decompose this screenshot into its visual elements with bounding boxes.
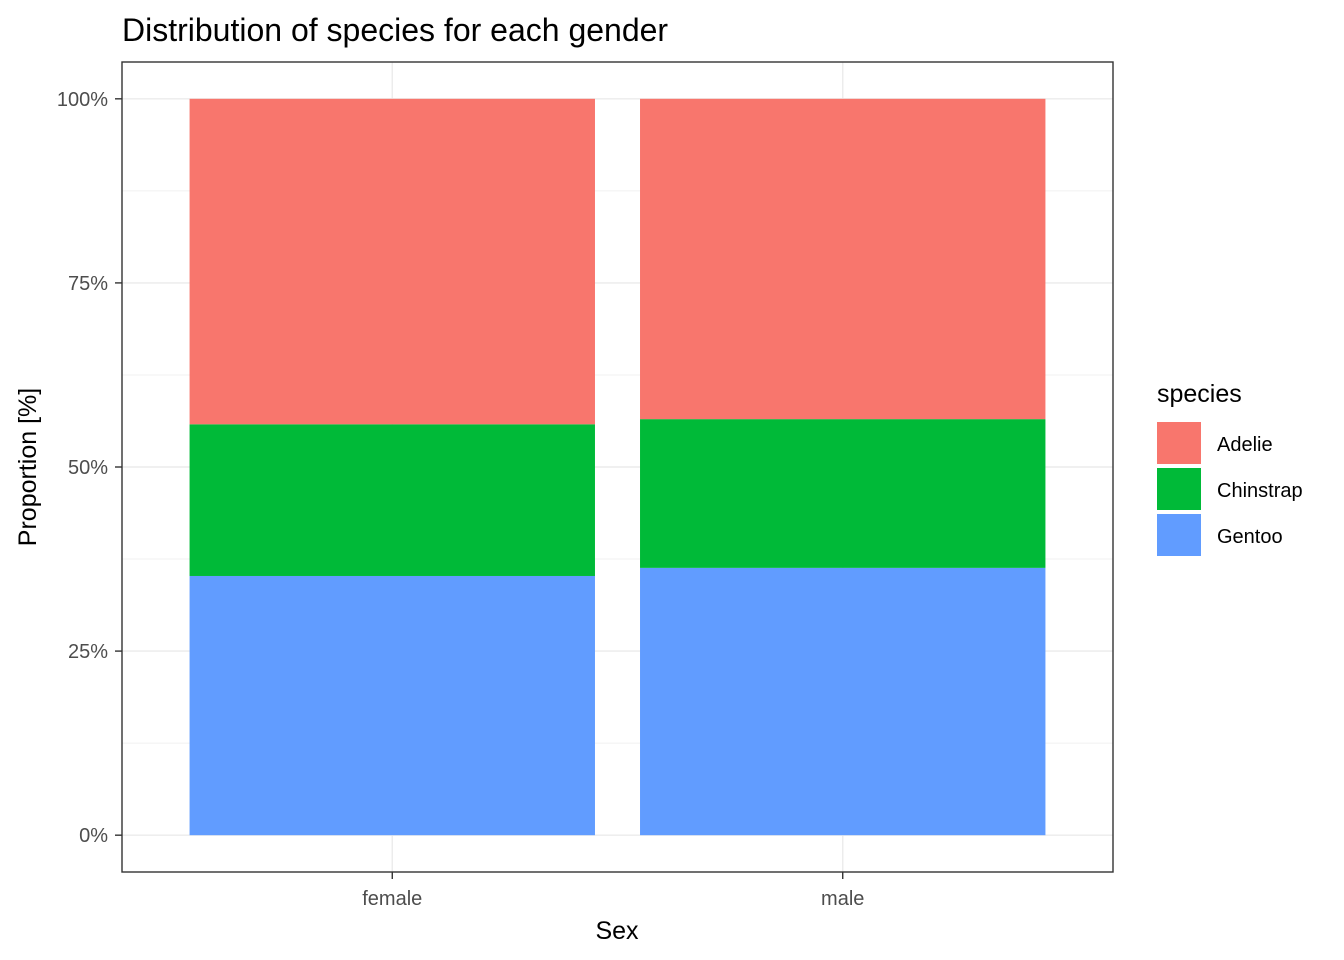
y-axis: 0% 25% 50% 75% 100% bbox=[57, 89, 122, 847]
bar-female-chinstrap bbox=[189, 424, 595, 576]
y-tick-label: 25% bbox=[68, 641, 108, 663]
x-tick-label: male bbox=[821, 888, 864, 910]
legend-key-adelie bbox=[1157, 422, 1201, 464]
y-tick-label: 50% bbox=[68, 457, 108, 479]
bar-female-gentoo bbox=[189, 575, 595, 836]
bar-female-adelie bbox=[189, 98, 595, 425]
legend-key-chinstrap bbox=[1157, 468, 1201, 510]
y-tick-label: 75% bbox=[68, 273, 108, 295]
x-axis-title: Sex bbox=[595, 917, 639, 945]
bar-male-chinstrap bbox=[640, 419, 1046, 568]
bar-male-gentoo bbox=[640, 567, 1046, 836]
legend: species Adelie Chinstrap Gentoo bbox=[1157, 380, 1303, 556]
y-tick-label: 0% bbox=[79, 825, 108, 847]
legend-title: species bbox=[1157, 380, 1242, 408]
bar-male-adelie bbox=[640, 98, 1046, 420]
y-tick-label: 100% bbox=[57, 89, 108, 111]
y-axis-title: Proportion [%] bbox=[14, 388, 42, 546]
legend-label-gentoo: Gentoo bbox=[1217, 526, 1283, 548]
chart-title: Distribution of species for each gender bbox=[122, 12, 668, 48]
bars bbox=[189, 98, 1046, 836]
x-tick-label: female bbox=[362, 888, 422, 910]
legend-label-chinstrap: Chinstrap bbox=[1217, 480, 1303, 502]
x-axis: female male bbox=[362, 872, 864, 910]
legend-key-gentoo bbox=[1157, 514, 1201, 556]
legend-label-adelie: Adelie bbox=[1217, 434, 1273, 456]
